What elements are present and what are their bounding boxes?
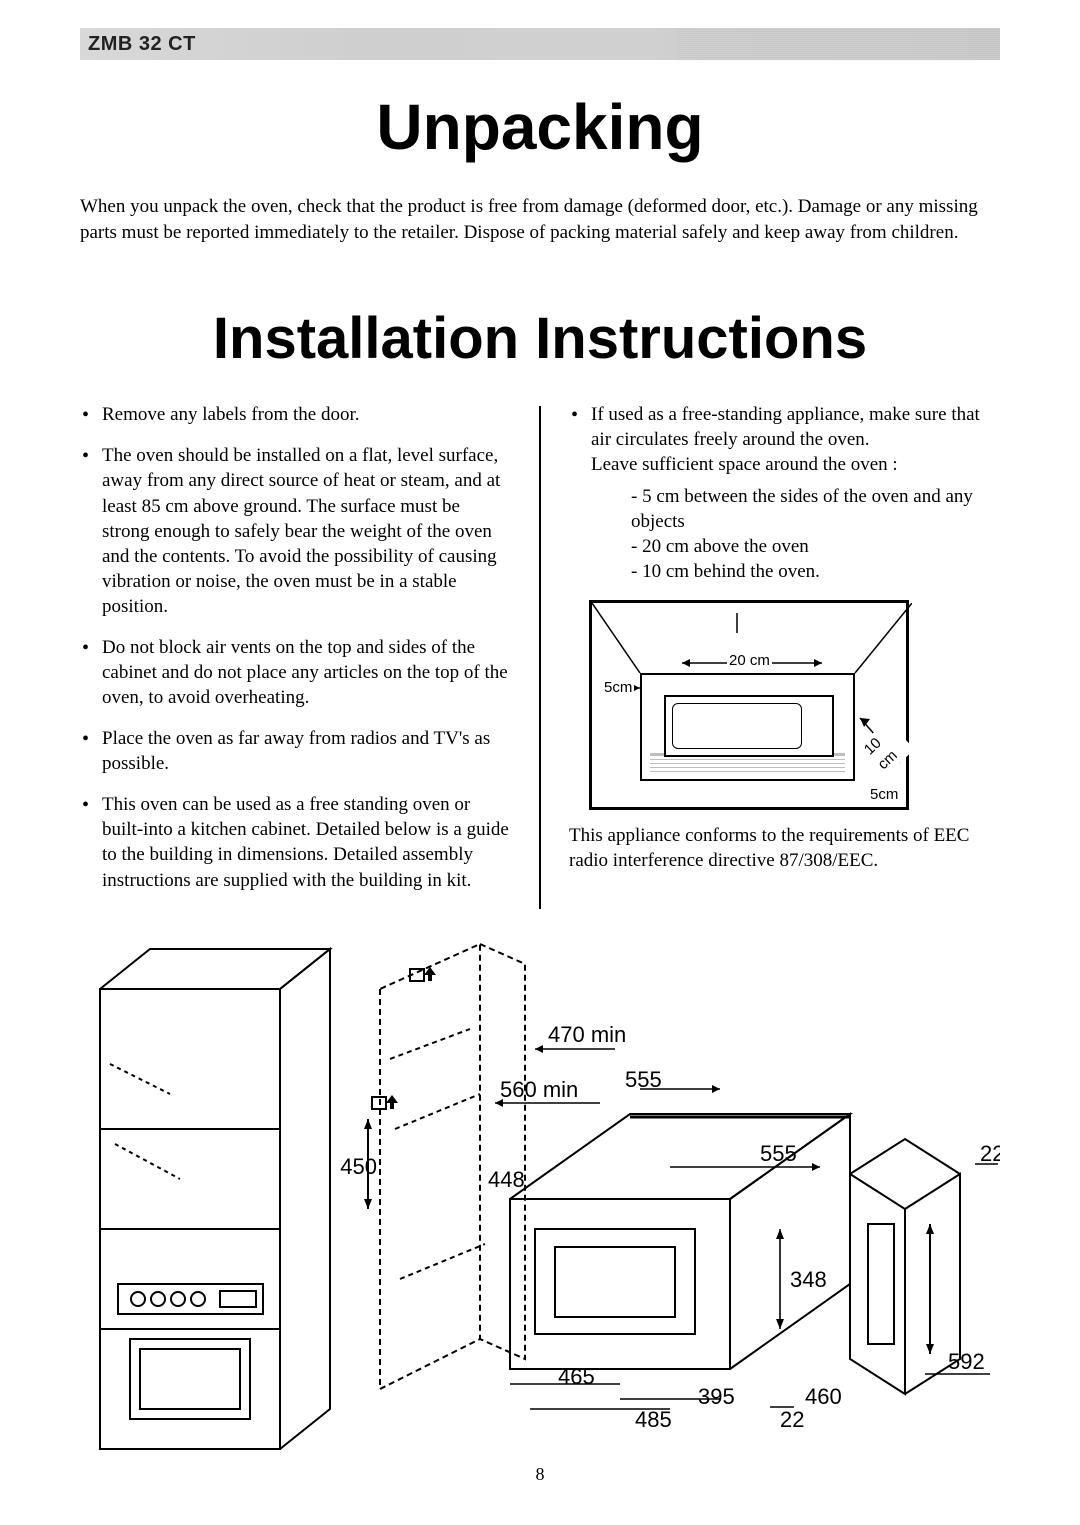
dim-label: 450: [340, 1154, 377, 1179]
clearance-diagram: 20 cm 5cm 10 cm 5cm: [589, 600, 909, 810]
right-column: If used as a free-standing appliance, ma…: [569, 402, 1000, 908]
dim-label: 348: [790, 1267, 827, 1292]
left-column: Remove any labels from the door. The ove…: [80, 402, 511, 908]
page-number: 8: [0, 1464, 1080, 1485]
dim-label: 560 min: [500, 1077, 578, 1102]
dim-label: 592: [948, 1349, 985, 1374]
right-leave: Leave sufficient space around the oven :: [591, 454, 898, 475]
dim-label: 470 min: [548, 1022, 626, 1047]
clearance-bottom-label: 5cm: [868, 785, 900, 805]
dim-label: 485: [635, 1407, 672, 1432]
dim-label: 460: [805, 1384, 842, 1409]
dim-label: 465: [558, 1364, 595, 1389]
dim-label: 555: [760, 1141, 797, 1166]
left-bullet: The oven should be installed on a flat, …: [80, 443, 511, 619]
dim-label: 395: [698, 1384, 735, 1409]
left-bullet: Remove any labels from the door.: [80, 402, 511, 427]
clearance-item: 20 cm above the oven: [631, 534, 1000, 559]
install-title: Installation Instructions: [80, 305, 1000, 372]
left-bullet: Do not block air vents on the top and si…: [80, 635, 511, 710]
right-intro: If used as a free-standing appliance, ma…: [591, 404, 980, 450]
left-bullet: This oven can be used as a free standing…: [80, 792, 511, 892]
dim-label: 22: [980, 1141, 1000, 1166]
clearance-side-label: 5cm: [602, 678, 634, 698]
clearance-list: 5 cm between the sides of the oven and a…: [631, 484, 1000, 584]
dim-label: 555: [625, 1067, 662, 1092]
clearance-item: 5 cm between the sides of the oven and a…: [631, 484, 1000, 534]
left-bullet: Place the oven as far away from radios a…: [80, 726, 511, 776]
unpacking-intro: When you unpack the oven, check that the…: [80, 194, 1000, 245]
model-label: ZMB 32 CT: [88, 33, 196, 56]
dim-label: 22: [780, 1407, 804, 1432]
dim-label: 448: [488, 1167, 525, 1192]
clearance-item: 10 cm behind the oven.: [631, 559, 1000, 584]
column-divider: [539, 406, 541, 908]
eec-text: This appliance conforms to the requireme…: [569, 824, 1000, 873]
unpacking-title: Unpacking: [80, 90, 1000, 164]
clearance-top-label: 20 cm: [727, 651, 772, 671]
install-columns: Remove any labels from the door. The ove…: [80, 402, 1000, 908]
build-in-diagram: 470 min 560 min 450 448 465 485 555 555 …: [80, 929, 1000, 1459]
right-bullet: If used as a free-standing appliance, ma…: [569, 402, 1000, 584]
model-header-bar: ZMB 32 CT: [80, 28, 1000, 60]
